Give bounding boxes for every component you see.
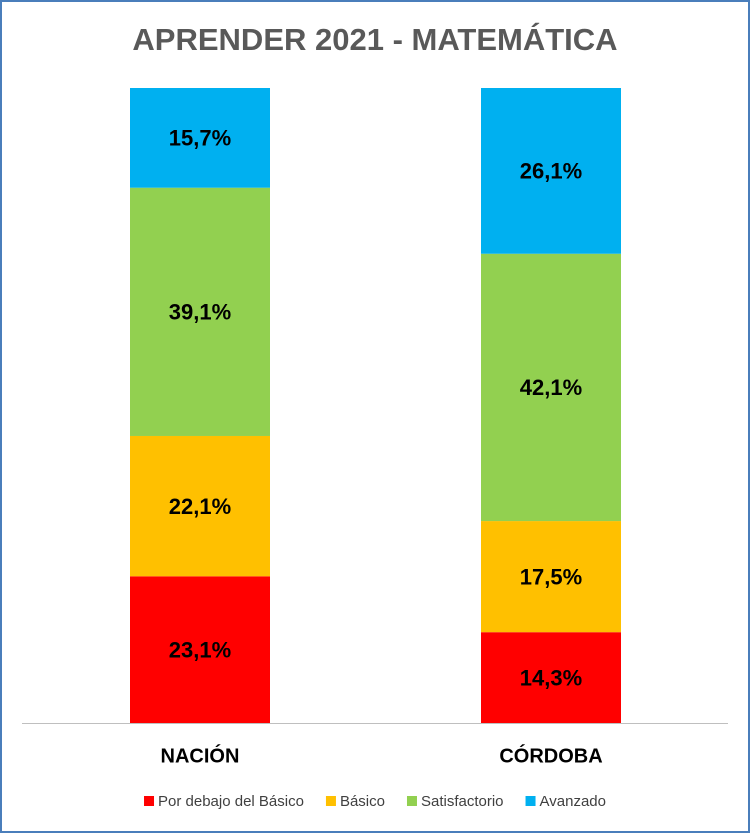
legend-label: Por debajo del Básico [158, 793, 304, 810]
bar-segment [130, 435, 270, 577]
bar-segment [481, 88, 621, 254]
value-label: 23,1% [169, 637, 231, 662]
chart-title: APRENDER 2021 - MATEMÁTICA [132, 22, 617, 57]
value-label: 39,1% [169, 300, 231, 325]
value-label: 15,7% [169, 126, 231, 151]
value-label: 22,1% [169, 494, 231, 519]
legend-marker [406, 796, 417, 806]
bar-segment [130, 576, 270, 723]
value-label: 17,5% [520, 564, 582, 589]
legend-marker [325, 796, 336, 806]
legend-label: Avanzado [540, 793, 606, 810]
legend-label: Básico [340, 793, 385, 810]
bar-segment [481, 521, 621, 633]
value-label: 14,3% [520, 665, 582, 690]
value-label: 26,1% [520, 159, 582, 184]
bar-segment [481, 253, 621, 522]
legend-marker [525, 796, 536, 806]
bar-segment [481, 632, 621, 723]
x-tick-label: CÓRDOBA [499, 743, 602, 767]
legend-marker [144, 796, 155, 806]
bar-segment [130, 187, 270, 436]
value-label: 42,1% [520, 375, 582, 400]
legend-label: Satisfactorio [421, 793, 504, 810]
bar-segment [130, 88, 270, 188]
x-tick-label: NACIÓN [161, 743, 240, 767]
